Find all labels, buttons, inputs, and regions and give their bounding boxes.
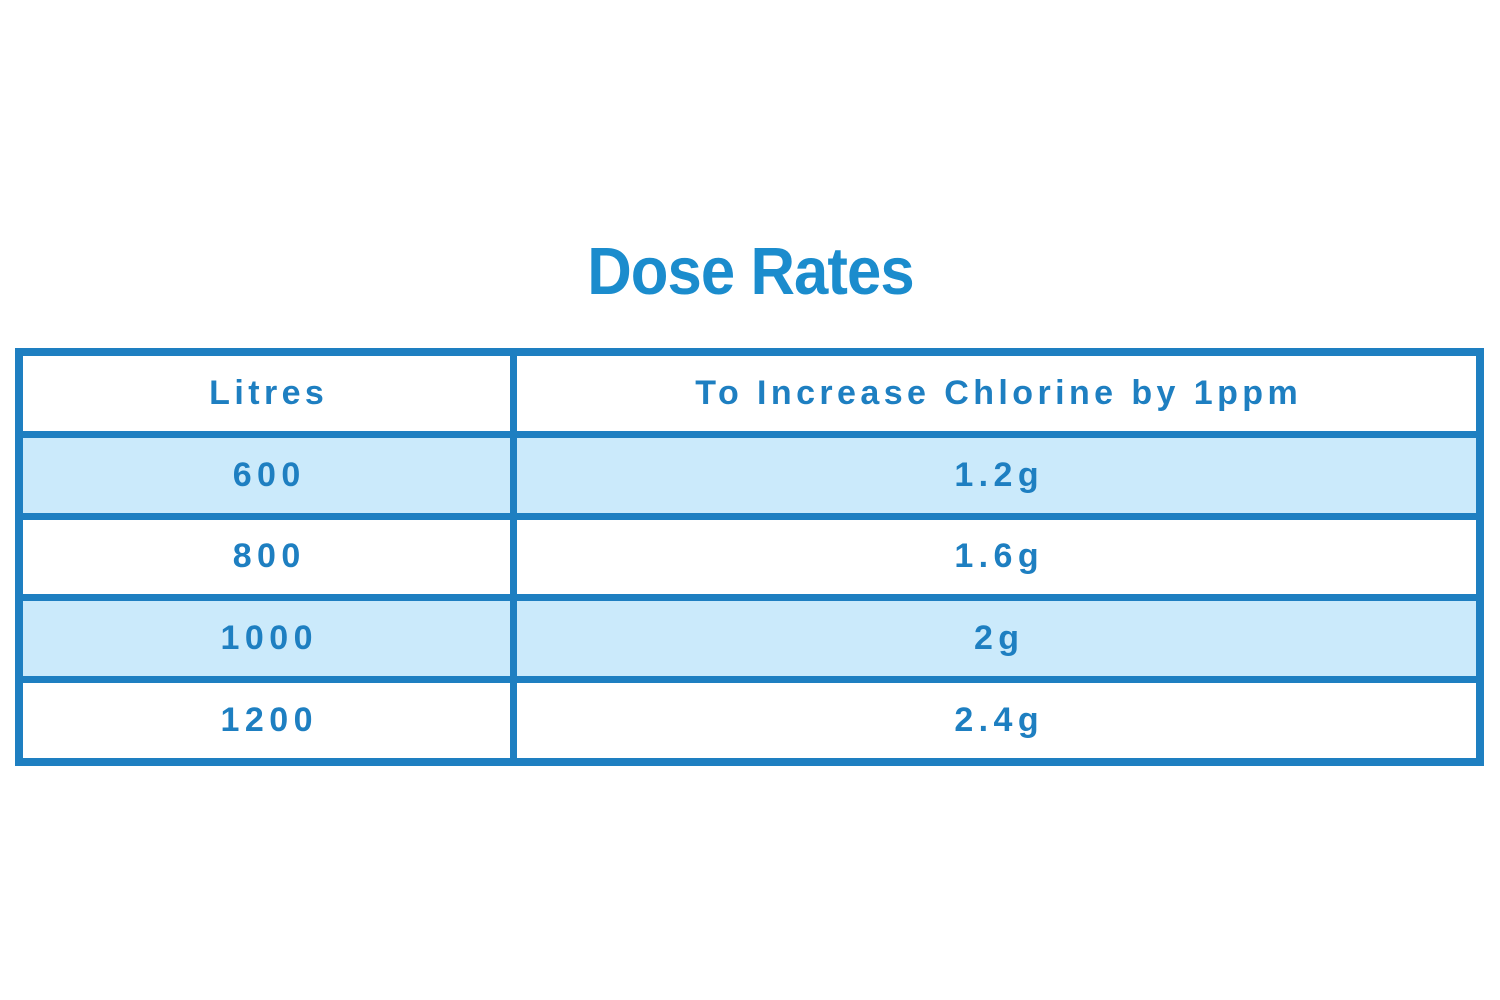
page-title-text: Dose Rates	[586, 234, 914, 309]
cell-litres-1200: 1200	[23, 683, 510, 758]
cell-litres-1000: 1000	[23, 601, 510, 677]
cell-litres-600: 600	[23, 437, 510, 513]
cell-litres-800: 800	[23, 519, 510, 595]
cell-dose-1000: 2g	[517, 601, 1476, 677]
cell-dose-800: 1.6g	[517, 519, 1476, 595]
header-cell-chlorine-dose: To Increase Chlorine by 1ppm	[517, 356, 1476, 431]
header-cell-litres: Litres	[23, 356, 510, 431]
dose-rates-table: Litres To Increase Chlorine by 1ppm 600 …	[15, 348, 1484, 766]
cell-dose-1200: 2.4g	[517, 683, 1476, 758]
page-title: Dose Rates	[0, 238, 1500, 305]
cell-dose-600: 1.2g	[517, 437, 1476, 513]
